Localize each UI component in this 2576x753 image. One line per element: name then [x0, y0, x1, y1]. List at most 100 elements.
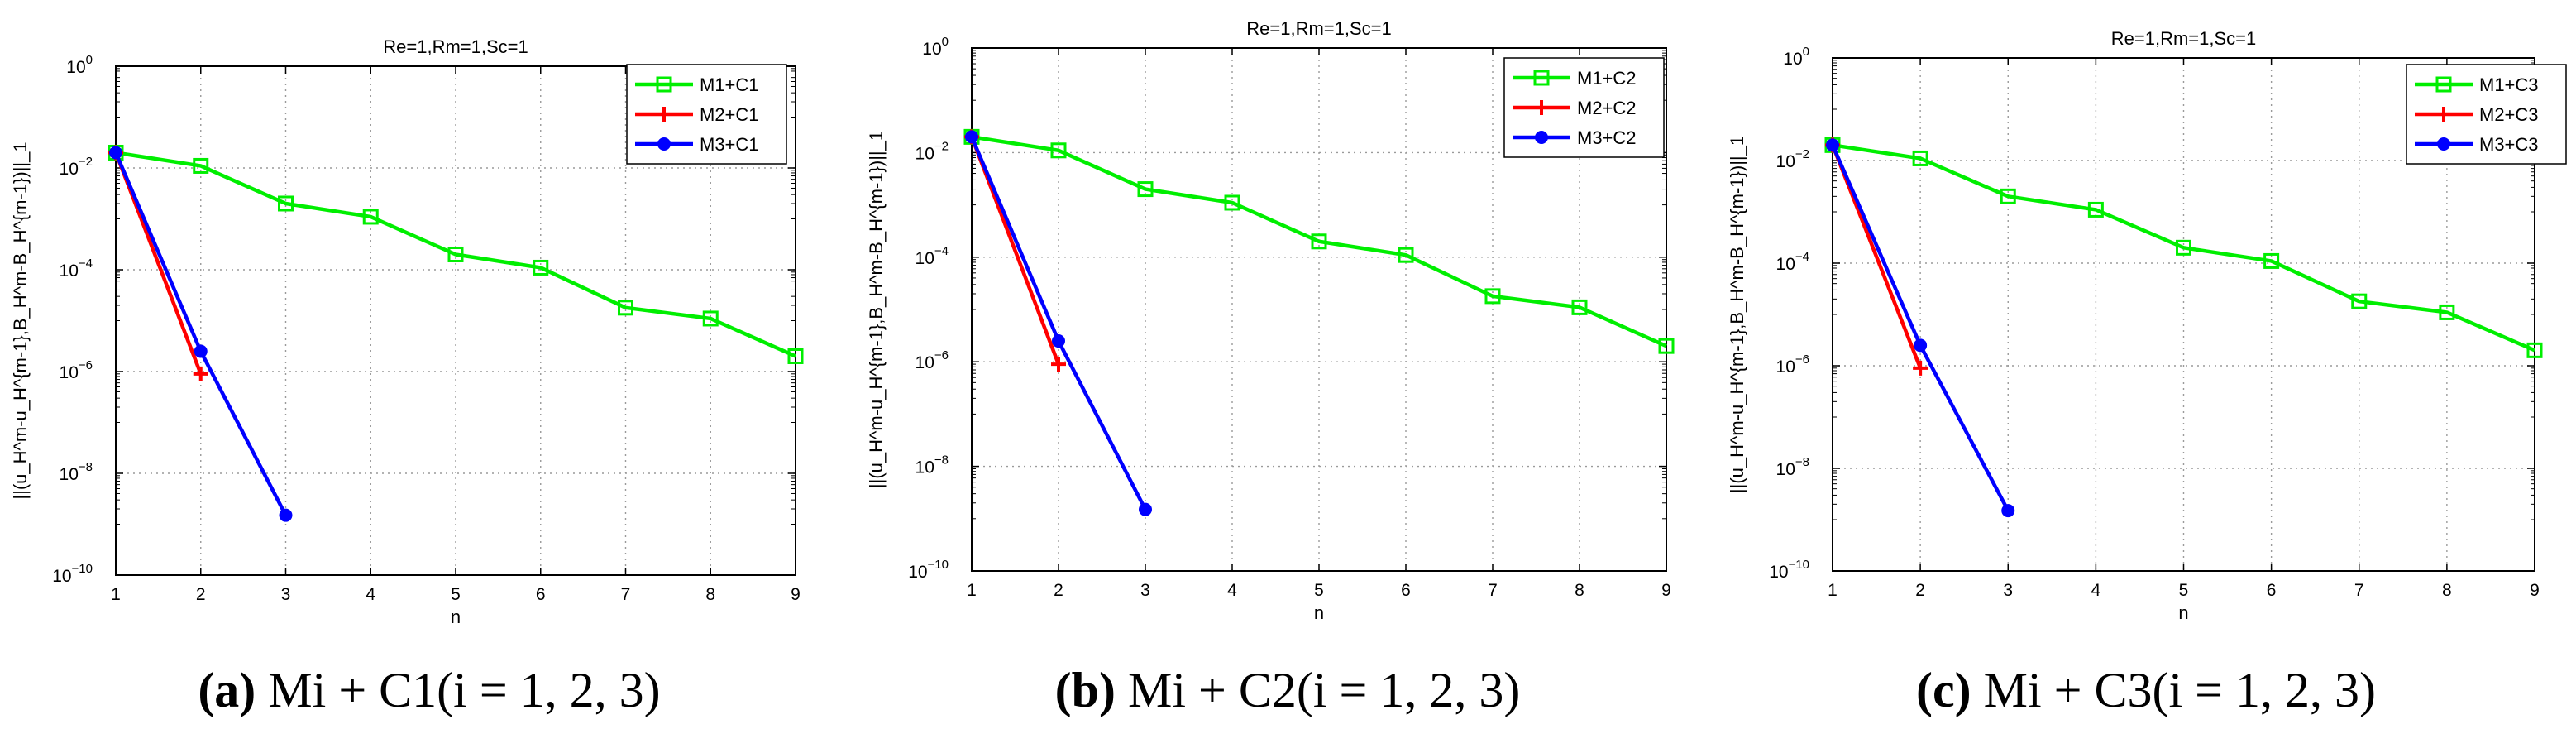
chart-title: Re=1,Rm=1,Sc=1 [383, 36, 528, 57]
data-point [2437, 137, 2450, 151]
x-tick-label: 6 [1401, 581, 1411, 600]
chart-title: Re=1,Rm=1,Sc=1 [1246, 18, 1391, 39]
x-tick-label: 4 [366, 585, 375, 604]
y-tick-label: 10−6 [915, 348, 949, 372]
y-tick-label: 10−8 [1776, 455, 1809, 479]
y-axis-label: ||(u_H^m-u_H^{m-1},B_H^m-B_H^{m-1})||_1 [866, 131, 887, 488]
x-axis-label: n [1314, 602, 1324, 623]
x-tick-label: 8 [2442, 581, 2452, 600]
chart-panel-c: 1 2 3 4 5 6 7 8 9 100 10−2 10−4 10−6 10−8 10−10 Re=1,Rm… [1717, 0, 2575, 753]
y-tick-label: 10−10 [1769, 558, 1809, 582]
y-tick-label: 10−10 [908, 558, 949, 582]
caption-c-text: Mi + C3(i = 1, 2, 3) [1983, 663, 2376, 717]
x-tick-label: 8 [705, 585, 715, 604]
data-point [193, 157, 209, 174]
data-point [657, 107, 671, 122]
caption-a: (a) Mi + C1(i = 1, 2, 3) [0, 662, 858, 719]
caption-a-label: (a) [198, 663, 256, 717]
x-axis-label: n [451, 607, 461, 627]
data-point [1484, 288, 1501, 305]
data-point [2439, 304, 2455, 320]
x-tick-label: 5 [1314, 581, 1324, 600]
data-point [2436, 107, 2451, 122]
caption-b-text: Mi + C2(i = 1, 2, 3) [1127, 663, 1521, 717]
chart-panel-a: 1 2 3 4 5 6 7 8 9 100 10−2 10−4 10−6 10−8 10−10 Re=1,Rm… [0, 0, 858, 753]
y-tick-label: 10−8 [915, 453, 949, 477]
x-tick-label: 9 [1661, 581, 1671, 600]
data-point [1913, 360, 1928, 376]
caption-c: (c) Mi + C3(i = 1, 2, 3) [1717, 662, 2575, 719]
caption-a-text: Mi + C1(i = 1, 2, 3) [268, 663, 661, 717]
data-point [2526, 342, 2543, 358]
series-M3+C1 [109, 146, 293, 522]
data-point [1658, 338, 1675, 354]
data-point [109, 146, 122, 160]
x-tick-label: 1 [967, 581, 977, 600]
data-point [447, 246, 464, 262]
y-tick-label: 100 [1783, 45, 1809, 69]
x-tick-label: 3 [281, 585, 291, 604]
legend-label: M2+C3 [2479, 104, 2539, 125]
x-tick-label: 7 [1488, 581, 1498, 600]
data-point [1826, 138, 1839, 152]
y-tick-label: 10−2 [60, 155, 93, 179]
data-point [1051, 357, 1066, 372]
x-tick-label: 2 [196, 585, 206, 604]
x-tick-label: 6 [2267, 581, 2277, 600]
x-tick-label: 9 [2530, 581, 2540, 600]
data-point [533, 259, 549, 276]
data-point [702, 310, 719, 327]
data-point [1311, 233, 1327, 250]
data-point [1137, 181, 1154, 198]
legend-label: M2+C1 [700, 104, 759, 125]
data-point [1914, 338, 1928, 353]
x-tick-label: 7 [2354, 581, 2364, 600]
caption-b: (b) Mi + C2(i = 1, 2, 3) [858, 662, 1717, 719]
data-point [1398, 247, 1414, 263]
y-tick-label: 100 [922, 35, 949, 59]
data-point [1912, 150, 1928, 166]
x-tick-label: 1 [111, 585, 121, 604]
data-point [1534, 100, 1549, 115]
chart-panel-b: 1 2 3 4 5 6 7 8 9 100 10−2 10−4 10−6 10−8 10−10 Re=1,Rm… [858, 0, 1717, 753]
data-point [657, 137, 671, 151]
data-point [2351, 293, 2368, 309]
x-tick-label: 7 [621, 585, 631, 604]
data-point [362, 209, 379, 225]
data-point [1535, 131, 1548, 144]
x-tick-label: 6 [536, 585, 546, 604]
chart-b: 1 2 3 4 5 6 7 8 9 100 10−2 10−4 10−6 10−8 10−10 Re=1,Rm… [866, 18, 1675, 623]
x-tick-label: 3 [1140, 581, 1150, 600]
legend-label: M3+C2 [1577, 127, 1637, 148]
data-point [1139, 502, 1152, 516]
y-tick-label: 10−8 [60, 460, 93, 484]
data-point [2176, 239, 2191, 256]
x-tick-label: 5 [451, 585, 461, 604]
data-point [965, 130, 978, 144]
data-point [656, 76, 672, 93]
legend-label: M1+C2 [1577, 68, 1637, 89]
legend-label: M3+C1 [700, 134, 759, 155]
series-M3+C2 [965, 130, 1152, 516]
y-axis-label: ||(u_H^m-u_H^{m-1},B_H^m-B_H^{m-1})||_1 [1727, 136, 1747, 493]
x-tick-label: 2 [1915, 581, 1925, 600]
y-tick-label: 10−6 [60, 358, 93, 382]
data-point [2263, 252, 2280, 269]
data-point [278, 195, 294, 212]
x-tick-label: 4 [2091, 581, 2101, 600]
x-axis-label: n [2178, 602, 2188, 623]
data-point [1533, 70, 1550, 86]
y-tick-label: 10−2 [1776, 147, 1809, 171]
data-point [1224, 194, 1240, 211]
legend-label: M3+C3 [2479, 134, 2539, 155]
chart-a: 1 2 3 4 5 6 7 8 9 100 10−2 10−4 10−6 10−8 10−10 Re=1,Rm… [10, 36, 804, 627]
data-point [1571, 299, 1588, 315]
chart-c: 1 2 3 4 5 6 7 8 9 100 10−2 10−4 10−6 10−8 10−10 Re=1,Rm… [1727, 28, 2567, 623]
legend: M1+C1 M2+C1 M3+C1 [626, 64, 787, 165]
chart-title: Re=1,Rm=1,Sc=1 [2111, 28, 2256, 49]
series-M3+C3 [1826, 138, 2015, 518]
data-point [2087, 201, 2104, 218]
data-point [193, 366, 208, 381]
y-tick-label: 10−4 [1776, 250, 1809, 274]
data-point [618, 300, 633, 316]
